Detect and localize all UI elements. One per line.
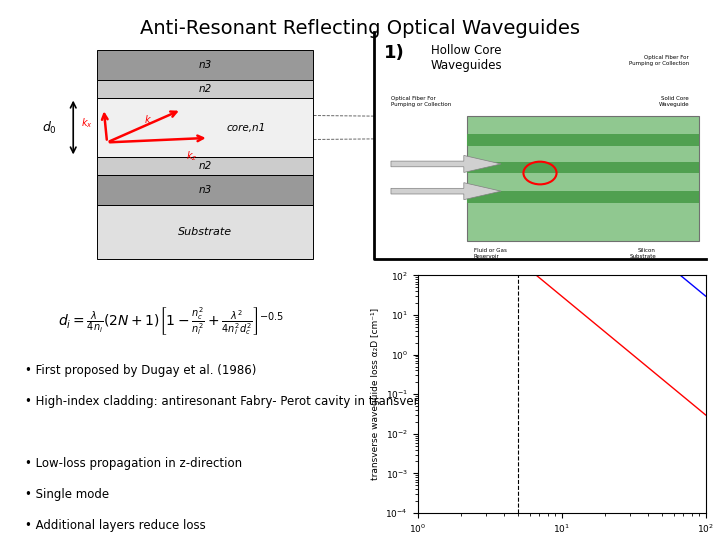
Bar xyxy=(97,205,313,259)
Text: n3: n3 xyxy=(199,185,212,195)
Text: n2: n2 xyxy=(199,84,212,94)
Text: Optical Fiber For
Pumping or Collection: Optical Fiber For Pumping or Collection xyxy=(629,55,689,66)
Text: $k_x$: $k_x$ xyxy=(81,116,93,130)
Bar xyxy=(97,157,313,175)
Text: • Single mode: • Single mode xyxy=(25,488,109,501)
Text: $k_z$: $k_z$ xyxy=(186,149,197,163)
Bar xyxy=(97,175,313,205)
Text: Optical Fiber For
Pumping or Collection: Optical Fiber For Pumping or Collection xyxy=(391,96,451,107)
Text: $d_0$: $d_0$ xyxy=(42,119,57,136)
Text: Fluid or Gas
Reservoir: Fluid or Gas Reservoir xyxy=(474,248,507,259)
FancyArrow shape xyxy=(391,156,501,172)
Bar xyxy=(467,161,699,173)
Bar xyxy=(467,134,699,146)
Text: Substrate: Substrate xyxy=(178,227,233,237)
Bar xyxy=(467,191,699,202)
Y-axis label: transverse waveguide loss α₂D [cm⁻¹]: transverse waveguide loss α₂D [cm⁻¹] xyxy=(371,308,380,480)
Text: • Low-loss propagation in z-direction: • Low-loss propagation in z-direction xyxy=(25,457,243,470)
Bar xyxy=(97,50,313,80)
FancyArrow shape xyxy=(391,183,501,200)
Text: • High-index cladding: antiresonant Fabry- Perot cavity in transverse direction: • High-index cladding: antiresonant Fabr… xyxy=(25,395,488,408)
Text: n3: n3 xyxy=(199,60,212,70)
Bar xyxy=(97,80,313,98)
Text: Solid Core
Waveguide: Solid Core Waveguide xyxy=(658,96,689,107)
Text: 1): 1) xyxy=(384,44,405,62)
Bar xyxy=(467,116,699,241)
Text: Hollow Core
Waveguides: Hollow Core Waveguides xyxy=(431,44,503,72)
Text: Anti-Resonant Reflecting Optical Waveguides: Anti-Resonant Reflecting Optical Wavegui… xyxy=(140,19,580,38)
Text: $d_i = \frac{\lambda}{4n_i}(2N+1)\left[1 - \frac{n_c^2}{n_i^2} + \frac{\lambda^2: $d_i = \frac{\lambda}{4n_i}(2N+1)\left[1… xyxy=(58,305,284,338)
Text: Silicon
Substrate: Silicon Substrate xyxy=(629,248,656,259)
Text: • Additional layers reduce loss: • Additional layers reduce loss xyxy=(25,519,206,532)
Bar xyxy=(97,98,313,157)
Text: • First proposed by Dugay et al. (1986): • First proposed by Dugay et al. (1986) xyxy=(25,363,256,376)
Text: $k$: $k$ xyxy=(144,112,152,125)
Text: n2: n2 xyxy=(199,161,212,171)
Text: core,n1: core,n1 xyxy=(226,123,266,132)
